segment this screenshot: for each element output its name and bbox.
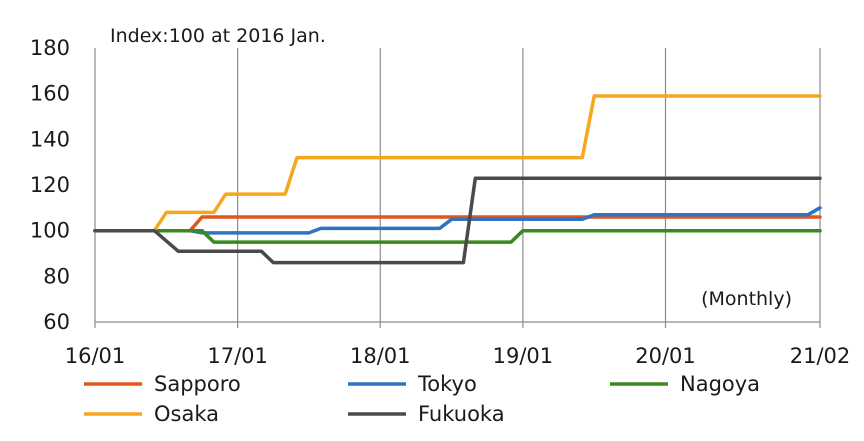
- legend-label-tokyo: Tokyo: [417, 372, 477, 396]
- legend-label-osaka: Osaka: [154, 402, 219, 426]
- y-tick-label: 120: [30, 173, 70, 197]
- y-tick-label: 140: [30, 127, 70, 151]
- x-tick-label: 18/01: [350, 344, 411, 368]
- y-tick-label: 160: [30, 82, 70, 106]
- series-line-osaka: [93, 94, 822, 233]
- x-tick-label: 19/01: [493, 344, 554, 368]
- frequency-note: (Monthly): [701, 288, 792, 310]
- x-axis-ticks: 16/01 17/01 18/01 19/01 20/01 21/02: [65, 322, 851, 368]
- axes: [94, 48, 820, 323]
- legend-label-nagoya: Nagoya: [680, 372, 760, 396]
- legend-label-sapporo: Sapporo: [154, 372, 241, 396]
- legend: Sapporo Tokyo Nagoya Osaka Fukuoka: [84, 372, 760, 426]
- x-tick-label: 17/01: [207, 344, 268, 368]
- x-tick-label: 16/01: [65, 344, 126, 368]
- y-tick-label: 80: [43, 264, 70, 288]
- series-line-nagoya: [93, 228, 822, 244]
- series-line-fukuoka: [93, 176, 822, 265]
- series-lines: [93, 94, 822, 265]
- y-tick-label: 180: [30, 36, 70, 60]
- y-axis-ticks: 60 80 100 120 140 160 180: [30, 36, 70, 334]
- chart-subtitle: Index:100 at 2016 Jan.: [110, 25, 326, 47]
- y-tick-label: 100: [30, 219, 70, 243]
- x-tick-label: 20/01: [635, 344, 696, 368]
- vertical-gridlines: [237, 48, 821, 322]
- y-tick-label: 60: [43, 310, 70, 334]
- x-tick-label: 21/02: [790, 344, 851, 368]
- legend-label-fukuoka: Fukuoka: [418, 402, 505, 426]
